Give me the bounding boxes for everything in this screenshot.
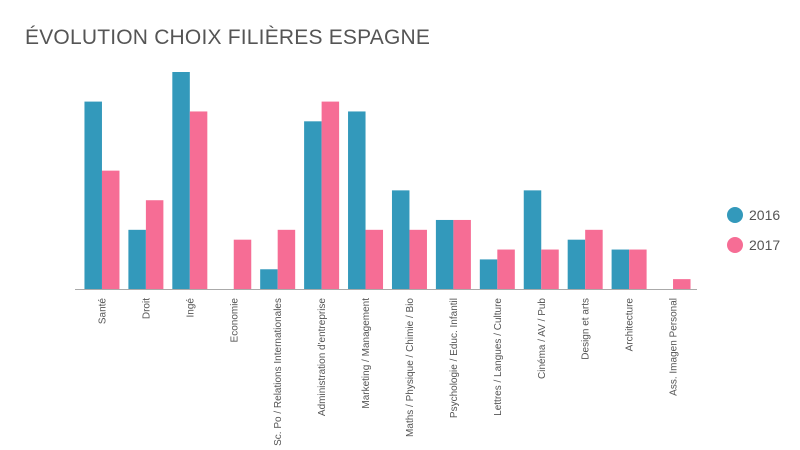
- x-tick-label-6: Marketing / Management: [361, 298, 372, 409]
- bar-2016-0[interactable]: [84, 101, 102, 289]
- legend: 2016 2017: [727, 200, 780, 260]
- bar-2017-0[interactable]: [101, 170, 120, 289]
- x-tick-label-9: Lettres / Langues / Culture: [493, 298, 504, 416]
- legend-item-2017[interactable]: 2017: [727, 230, 780, 260]
- x-tick-label-11: Design et arts: [581, 298, 592, 360]
- legend-label-2016: 2016: [749, 207, 781, 223]
- x-tick-label-5: Administration d'entreprise: [317, 298, 328, 417]
- bar-2016-9[interactable]: [479, 259, 498, 289]
- bar-2017-8[interactable]: [453, 219, 471, 289]
- bar-2017-5[interactable]: [321, 101, 340, 289]
- legend-label-2017: 2017: [749, 237, 781, 253]
- x-tick-label-0: Santé: [97, 298, 108, 325]
- x-tick-label-2: Ingé: [185, 298, 196, 318]
- x-tick-label-13: Ass. Imagen Personal: [669, 298, 680, 396]
- bar-2017-6[interactable]: [365, 229, 384, 289]
- bar-2016-2[interactable]: [172, 72, 190, 289]
- legend-swatch-2016: [727, 207, 743, 223]
- bar-2017-10[interactable]: [541, 249, 559, 289]
- legend-item-2016[interactable]: 2016: [727, 200, 780, 230]
- bar-2017-2[interactable]: [189, 111, 208, 289]
- legend-swatch-2017: [727, 237, 743, 253]
- x-tick-label-12: Architecture: [625, 298, 636, 352]
- bar-2016-10[interactable]: [523, 190, 542, 289]
- bar-2016-1[interactable]: [128, 229, 146, 289]
- bar-2017-3[interactable]: [233, 239, 252, 289]
- bar-2017-7[interactable]: [409, 229, 427, 289]
- bar-2017-1[interactable]: [145, 200, 164, 289]
- x-tick-label-4: Sc. Po / Relations Internationales: [273, 298, 284, 446]
- bar-2017-12[interactable]: [629, 249, 647, 289]
- bar-2017-13[interactable]: [673, 279, 691, 289]
- bar-2017-11[interactable]: [585, 229, 603, 289]
- bar-2016-7[interactable]: [391, 190, 410, 289]
- bar-2017-9[interactable]: [497, 249, 515, 289]
- x-tick-label-8: Psychologie / Educ. Infantil: [449, 298, 460, 418]
- bar-2017-4[interactable]: [277, 229, 296, 289]
- bar-2016-6[interactable]: [348, 111, 366, 289]
- x-tick-label-7: Maths / Physique / Chimie / Bio: [405, 298, 416, 437]
- x-tick-label-10: Cinéma / AV / Pub: [537, 298, 548, 379]
- x-tick-label-1: Droit: [141, 298, 152, 319]
- bar-2016-4[interactable]: [260, 269, 278, 289]
- x-tick-label-3: Economie: [229, 298, 240, 343]
- chart-title: ÉVOLUTION CHOIX FILIÈRES ESPAGNE: [25, 26, 431, 49]
- bar-2016-11[interactable]: [567, 239, 586, 289]
- bar-2016-5[interactable]: [304, 121, 322, 290]
- bar-2016-8[interactable]: [435, 219, 454, 289]
- bar-2016-12[interactable]: [611, 249, 630, 289]
